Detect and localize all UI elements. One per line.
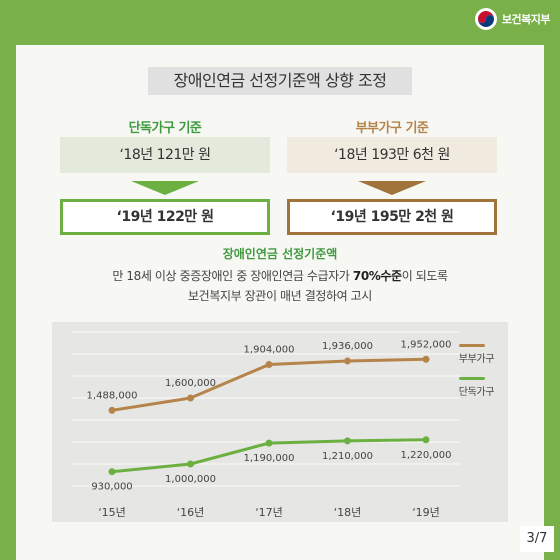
legend-label: 단독가구 — [458, 387, 495, 398]
couple-current-amount: ‘19년 195만 2천 원 — [287, 199, 497, 235]
single-down-arrow-icon — [131, 181, 199, 195]
ministry-name: 보건복지부 — [501, 13, 551, 26]
x-tick-label: ‘18년 — [334, 506, 362, 519]
data-label: 1,220,000 — [401, 450, 452, 461]
data-label: 1,210,000 — [322, 451, 373, 462]
ministry-logo: 보건복지부 — [474, 8, 551, 30]
line-chart-plot: 1,488,000 1,600,000 1,904,000 1,936,000 1,95… — [72, 331, 460, 519]
content-card: 장애인연금 선정기준액 상향 조정 단독가구 기준 부부가구 기준 ‘18년 1… — [16, 45, 544, 560]
legend-item: 단독가구 — [458, 377, 495, 398]
data-label: 930,000 — [91, 482, 132, 493]
data-label: 1,190,000 — [244, 453, 295, 464]
description-suffix: 이 되도록 — [401, 269, 448, 283]
single-household-label: 단독가구 기준 — [128, 121, 202, 136]
data-label: 1,952,000 — [401, 339, 452, 350]
x-tick-label: ‘17년 — [255, 506, 283, 519]
data-point — [108, 406, 116, 414]
description-highlight: 70%수준 — [352, 269, 402, 283]
section-title: 장애인연금 선정기준액 — [222, 247, 338, 261]
description-prefix: 만 18세 이상 중증장애인 중 장애인연금 수급자가 — [112, 269, 353, 283]
data-label: 1,488,000 — [87, 390, 138, 401]
couple-household-label: 부부가구 기준 — [355, 121, 429, 136]
data-label: 1,904,000 — [244, 345, 295, 356]
description-line-1: 만 18세 이상 중증장애인 중 장애인연금 수급자가 70%수준이 되도록 — [16, 267, 544, 284]
data-point — [265, 361, 273, 369]
x-tick-label: ‘19년 — [412, 506, 440, 519]
description-line-2: 보건복지부 장관이 매년 결정하여 고시 — [188, 289, 372, 303]
data-point — [187, 460, 194, 468]
data-point — [422, 355, 430, 363]
data-point — [108, 468, 116, 476]
couple-prev-amount: ‘18년 193만 6천 원 — [287, 137, 497, 173]
data-point — [344, 437, 351, 445]
data-label: 1,936,000 — [322, 341, 373, 352]
data-label: 1,600,000 — [165, 378, 216, 389]
taegeuk-emblem-icon — [474, 8, 497, 30]
data-point — [422, 436, 430, 444]
page-title: 장애인연금 선정기준액 상향 조정 — [148, 67, 412, 95]
data-label: 1,000,000 — [165, 474, 216, 485]
legend-swatch — [458, 377, 485, 380]
legend-label: 부부가구 — [458, 354, 495, 365]
legend-item: 부부가구 — [458, 344, 495, 365]
legend-swatch — [458, 344, 485, 347]
x-tick-label: ‘15년 — [98, 506, 126, 519]
data-point — [265, 439, 273, 447]
couple-down-arrow-icon — [358, 181, 426, 195]
x-tick-label: ‘16년 — [177, 506, 205, 519]
data-point — [344, 357, 351, 365]
line-chart: 1,488,000 1,600,000 1,904,000 1,936,000 1,95… — [52, 322, 508, 522]
data-point — [187, 394, 194, 402]
single-prev-amount: ‘18년 121만 원 — [60, 137, 270, 173]
single-current-amount: ‘19년 122만 원 — [60, 199, 270, 235]
page-indicator: 3/7 — [520, 526, 554, 552]
